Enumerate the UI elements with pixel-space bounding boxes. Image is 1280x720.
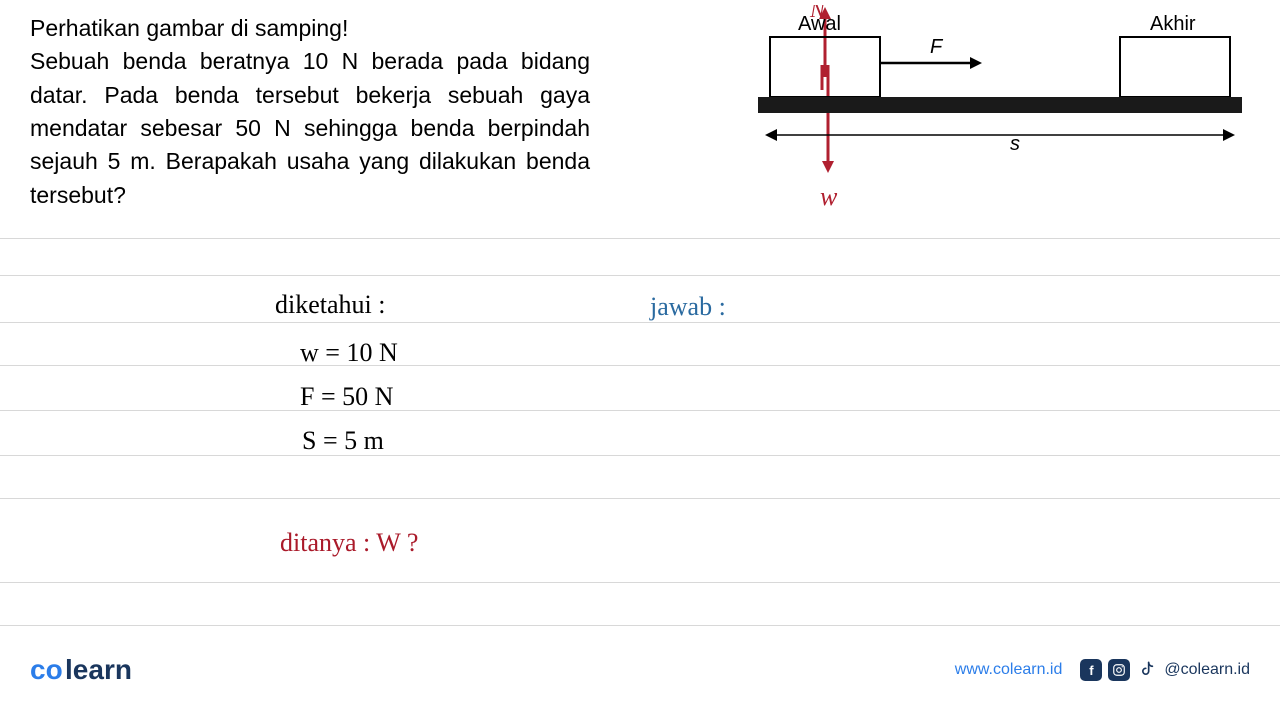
label-awal: Awal: [798, 13, 841, 35]
tiktok-icon: [1136, 659, 1158, 681]
paper-line: [0, 238, 1280, 239]
ditanya-label: ditanya : W ?: [280, 528, 418, 558]
social-handle: @colearn.id: [1164, 661, 1250, 679]
paper-line: [0, 410, 1280, 411]
jawab-label: jawab :: [650, 292, 726, 322]
footer: co learn www.colearn.id f @colearn.id: [0, 645, 1280, 695]
paper-line: [0, 625, 1280, 626]
given-s: S = 5 m: [302, 426, 384, 456]
logo-co: co: [30, 654, 63, 685]
f-arrow-head: [970, 57, 982, 69]
problem-text-block: Perhatikan gambar di samping! Sebuah ben…: [30, 12, 590, 212]
s-arrow-head-left: [765, 129, 777, 141]
given-F: F = 50 N: [300, 382, 393, 412]
logo-learn: learn: [65, 654, 132, 685]
akhir-box: [1120, 37, 1230, 97]
paper-line: [0, 322, 1280, 323]
label-F: F: [930, 36, 944, 58]
paper-line: [0, 365, 1280, 366]
footer-right: www.colearn.id f @colearn.id: [955, 659, 1250, 681]
social-icons: f @colearn.id: [1080, 659, 1250, 681]
problem-line2: Sebuah benda beratnya 10 N berada pada b…: [30, 45, 590, 212]
instagram-icon: [1108, 659, 1130, 681]
label-s: s: [1010, 133, 1020, 155]
surface: [758, 97, 1242, 113]
w-arrow-head: [822, 161, 834, 173]
s-arrow-head-right: [1223, 129, 1235, 141]
lined-paper: [0, 225, 1280, 625]
paper-line: [0, 275, 1280, 276]
label-akhir: Akhir: [1150, 13, 1196, 35]
given-w: w = 10 N: [300, 338, 398, 368]
logo: co learn: [30, 654, 132, 686]
diketahui-label: diketahui :: [275, 290, 385, 320]
physics-diagram: N w Awal Akhir F s: [750, 5, 1250, 205]
label-w: w: [820, 182, 838, 211]
paper-line: [0, 582, 1280, 583]
problem-line1: Perhatikan gambar di samping!: [30, 12, 590, 45]
website-url: www.colearn.id: [955, 661, 1063, 679]
facebook-icon: f: [1080, 659, 1102, 681]
paper-line: [0, 455, 1280, 456]
paper-line: [0, 498, 1280, 499]
